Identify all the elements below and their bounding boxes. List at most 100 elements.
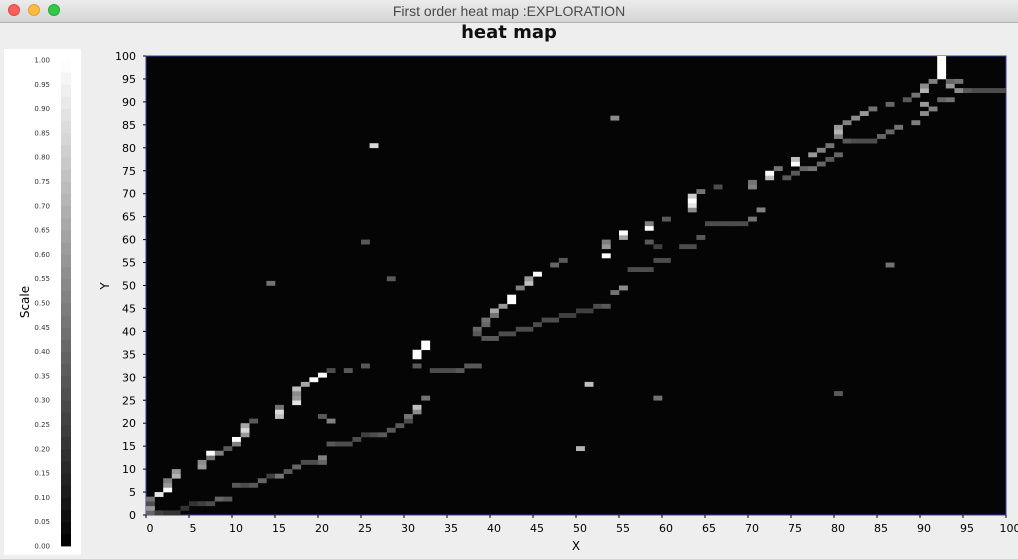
heatmap-cell bbox=[369, 432, 379, 438]
x-tick-label: 35 bbox=[444, 522, 458, 535]
heatmap-cell bbox=[696, 189, 706, 194]
x-tick-label: 40 bbox=[487, 522, 501, 535]
heatmap-cell bbox=[988, 88, 998, 94]
heatmap-cell bbox=[713, 221, 723, 227]
heatmap-cell bbox=[885, 129, 895, 135]
heatmap-cell bbox=[412, 409, 422, 415]
heatmap-cell bbox=[429, 368, 439, 374]
heatmap-cell bbox=[232, 436, 241, 442]
heatmap-cell bbox=[997, 88, 1007, 94]
heatmap-cell bbox=[223, 446, 233, 452]
colorscale-swatch bbox=[61, 230, 71, 243]
heatmap-cell bbox=[756, 207, 766, 213]
heatmap-cell bbox=[490, 313, 499, 318]
heatmap-cell bbox=[868, 106, 878, 112]
heatmap-cell bbox=[232, 482, 241, 488]
scale-label: Scale bbox=[18, 286, 32, 318]
heatmap-cell bbox=[945, 83, 955, 89]
scale-tick-label: 0.25 bbox=[34, 421, 50, 429]
colorscale-swatch bbox=[61, 315, 71, 328]
scale-tick-label: 0.80 bbox=[34, 154, 50, 162]
x-tick-label: 15 bbox=[272, 522, 286, 535]
heatmap-cell bbox=[541, 317, 551, 323]
x-tick-label: 75 bbox=[788, 522, 802, 535]
heatmap-cell bbox=[576, 308, 585, 314]
colorscale-swatch bbox=[61, 497, 71, 510]
heatmap-cell bbox=[369, 143, 379, 149]
heatmap-cell bbox=[412, 404, 422, 410]
heatmap-cell bbox=[507, 299, 517, 305]
heatmap-cell bbox=[180, 505, 190, 511]
x-tick-label: 25 bbox=[358, 522, 372, 535]
heatmap-cell bbox=[894, 124, 904, 130]
x-tick-label: 45 bbox=[530, 522, 544, 535]
heatmap-cell bbox=[730, 221, 740, 227]
colorscale-swatch bbox=[61, 436, 71, 450]
x-tick-label: 95 bbox=[960, 522, 974, 535]
colorscale-swatch bbox=[61, 205, 71, 219]
minimize-window-button[interactable] bbox=[28, 4, 40, 16]
heatmap-cell bbox=[223, 496, 233, 502]
maximize-window-button[interactable] bbox=[48, 4, 60, 16]
heatmap-cell bbox=[490, 308, 499, 314]
colorscale-swatch bbox=[61, 169, 71, 182]
heatmap-cell bbox=[335, 441, 345, 447]
heatmap-cell bbox=[920, 83, 929, 89]
heatmap-cell bbox=[550, 317, 560, 323]
heatmap-cell bbox=[300, 381, 310, 387]
heatmap-cell bbox=[816, 161, 826, 167]
scale-tick-label: 0.15 bbox=[34, 470, 50, 478]
heatmap-cell bbox=[412, 363, 422, 369]
y-tick-label: 90 bbox=[122, 96, 136, 109]
colorscale-legend: 0.00 0.05 0.10 0.15 0.20 0.25 0.30 0.35 0.40 0.45… bbox=[34, 57, 71, 551]
colorscale-swatch bbox=[61, 375, 71, 389]
scale-tick-label: 0.60 bbox=[34, 251, 50, 259]
close-window-button[interactable] bbox=[8, 4, 20, 16]
y-tick-label: 35 bbox=[122, 348, 136, 361]
heatmap-cell bbox=[232, 441, 241, 447]
colorscale-swatch bbox=[61, 363, 71, 377]
x-axis-label: X bbox=[572, 539, 580, 553]
heatmap-cell bbox=[902, 97, 912, 103]
y-tick-label: 70 bbox=[122, 188, 136, 201]
heatmap-cell bbox=[275, 409, 284, 415]
heatmap-cell bbox=[163, 482, 173, 488]
heatmap-cell bbox=[326, 441, 336, 447]
heatmap-cell bbox=[765, 175, 775, 181]
colorscale-swatch bbox=[61, 108, 71, 122]
scale-tick-label: 0.05 bbox=[34, 518, 50, 526]
heatmap-cell bbox=[842, 120, 852, 126]
scale-tick-label: 0.75 bbox=[34, 178, 50, 186]
heatmap-cell bbox=[326, 418, 336, 424]
heatmap-cell bbox=[791, 161, 800, 167]
colorscale-swatch bbox=[61, 266, 71, 280]
heatmap-cell bbox=[309, 377, 319, 383]
y-tick-label: 30 bbox=[122, 371, 136, 384]
colorscale-swatch bbox=[61, 388, 71, 401]
y-tick-label: 5 bbox=[129, 486, 136, 499]
y-tick-label: 80 bbox=[122, 142, 136, 155]
x-axis: 0 5 10 15 20 25 30 35 40 45 50 55 60 65 70 75 80 85 90 95 10… bbox=[145, 515, 1018, 535]
heatmap-cell bbox=[378, 432, 388, 438]
x-tick-label: 50 bbox=[573, 522, 587, 535]
colorscale-swatch bbox=[61, 533, 71, 547]
colorscale-swatch bbox=[61, 303, 71, 316]
heatmap-cell bbox=[937, 74, 947, 80]
heatmap-cell bbox=[318, 372, 327, 378]
heatmap-cell bbox=[834, 134, 843, 139]
heatmap-cell bbox=[799, 166, 809, 172]
heatmap-cell bbox=[292, 391, 302, 396]
y-tick-label: 95 bbox=[122, 73, 136, 86]
heatmap-cell bbox=[266, 473, 276, 479]
heatmap-cell bbox=[275, 404, 284, 410]
heatmap-cell bbox=[601, 239, 611, 245]
heatmap-cell bbox=[154, 510, 164, 516]
heatmap-cell bbox=[455, 368, 465, 374]
heatmap-cell bbox=[834, 124, 843, 130]
colorscale-swatch bbox=[61, 473, 71, 486]
heatmap-cell bbox=[713, 184, 723, 190]
heatmap-cell bbox=[610, 115, 620, 121]
x-tick-label: 55 bbox=[616, 522, 630, 535]
heatmap-cell bbox=[206, 455, 216, 461]
heatmap-cell bbox=[911, 120, 921, 126]
